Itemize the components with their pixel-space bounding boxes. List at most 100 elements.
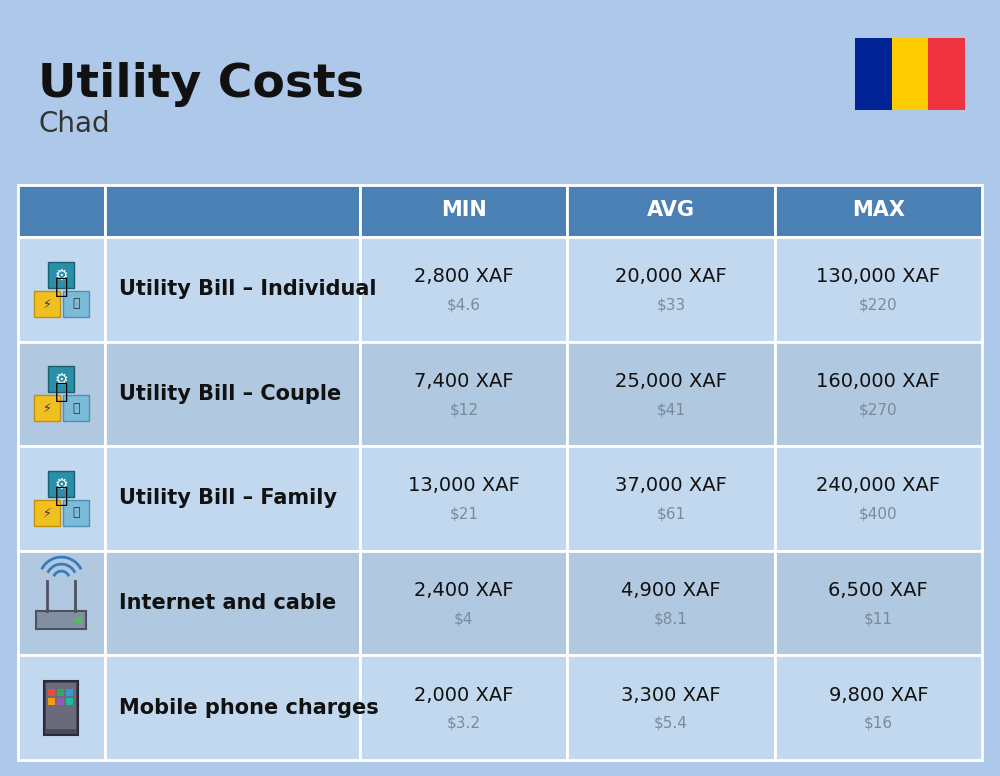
Bar bbox=[46, 683, 76, 729]
Bar bbox=[775, 446, 982, 551]
Bar bbox=[360, 341, 567, 446]
Text: 37,000 XAF: 37,000 XAF bbox=[615, 476, 727, 495]
Text: ⚙: ⚙ bbox=[55, 267, 68, 282]
Text: 💧: 💧 bbox=[72, 507, 80, 519]
Text: $4: $4 bbox=[454, 611, 474, 626]
Text: $21: $21 bbox=[449, 507, 478, 521]
Bar bbox=[44, 681, 78, 735]
Bar bbox=[48, 689, 55, 696]
Text: $16: $16 bbox=[864, 716, 893, 731]
Text: Mobile phone charges: Mobile phone charges bbox=[119, 698, 379, 718]
Text: 240,000 XAF: 240,000 XAF bbox=[816, 476, 940, 495]
Bar bbox=[36, 611, 86, 629]
Bar bbox=[567, 341, 775, 446]
Bar bbox=[18, 551, 105, 656]
Text: $220: $220 bbox=[859, 297, 898, 313]
Bar bbox=[66, 689, 73, 696]
Bar bbox=[567, 237, 775, 341]
Text: $33: $33 bbox=[656, 297, 686, 313]
Bar bbox=[360, 237, 567, 341]
Bar bbox=[928, 38, 965, 110]
Text: 2,800 XAF: 2,800 XAF bbox=[414, 267, 514, 286]
Bar bbox=[105, 446, 360, 551]
Text: $61: $61 bbox=[657, 507, 686, 521]
Text: 6,500 XAF: 6,500 XAF bbox=[828, 581, 928, 600]
Bar bbox=[18, 446, 105, 551]
Text: $5.4: $5.4 bbox=[654, 716, 688, 731]
Bar bbox=[18, 237, 105, 341]
Bar bbox=[360, 551, 567, 656]
Text: $400: $400 bbox=[859, 507, 898, 521]
Text: ⚡: ⚡ bbox=[43, 402, 51, 415]
Text: 9,800 XAF: 9,800 XAF bbox=[829, 686, 928, 705]
Bar bbox=[63, 500, 89, 526]
Bar bbox=[360, 656, 567, 760]
Text: 2,000 XAF: 2,000 XAF bbox=[414, 686, 514, 705]
Text: 💧: 💧 bbox=[72, 297, 80, 310]
Text: $8.1: $8.1 bbox=[654, 611, 688, 626]
Bar bbox=[18, 185, 105, 237]
Bar bbox=[775, 551, 982, 656]
Bar bbox=[892, 38, 928, 110]
Text: MIN: MIN bbox=[441, 200, 487, 220]
Bar bbox=[775, 237, 982, 341]
Text: 2,400 XAF: 2,400 XAF bbox=[414, 581, 514, 600]
Bar bbox=[63, 291, 89, 317]
Text: 13,000 XAF: 13,000 XAF bbox=[408, 476, 520, 495]
Bar bbox=[57, 698, 64, 705]
Text: Utility Costs: Utility Costs bbox=[38, 62, 364, 107]
Bar bbox=[57, 689, 64, 696]
Bar bbox=[66, 698, 73, 705]
Text: $270: $270 bbox=[859, 402, 898, 417]
Bar bbox=[360, 185, 567, 237]
Bar bbox=[775, 656, 982, 760]
Bar bbox=[105, 341, 360, 446]
Text: 🧑: 🧑 bbox=[55, 382, 68, 402]
Text: ⚙: ⚙ bbox=[55, 476, 68, 491]
Text: 25,000 XAF: 25,000 XAF bbox=[615, 372, 727, 391]
Text: 160,000 XAF: 160,000 XAF bbox=[816, 372, 940, 391]
Text: 130,000 XAF: 130,000 XAF bbox=[816, 267, 940, 286]
Bar bbox=[34, 500, 60, 526]
Text: 4,900 XAF: 4,900 XAF bbox=[621, 581, 721, 600]
Bar bbox=[48, 471, 74, 497]
Bar bbox=[105, 237, 360, 341]
Text: ⚡: ⚡ bbox=[43, 507, 51, 519]
Text: 🧑: 🧑 bbox=[55, 277, 68, 297]
Bar bbox=[567, 185, 775, 237]
Bar bbox=[105, 656, 360, 760]
Text: ⚡: ⚡ bbox=[43, 297, 51, 310]
Text: ⚙: ⚙ bbox=[55, 372, 68, 387]
Text: Chad: Chad bbox=[38, 110, 110, 138]
Bar bbox=[34, 291, 60, 317]
Text: 7,400 XAF: 7,400 XAF bbox=[414, 372, 514, 391]
Text: 3,300 XAF: 3,300 XAF bbox=[621, 686, 721, 705]
Text: Utility Bill – Couple: Utility Bill – Couple bbox=[119, 384, 341, 404]
Text: 20,000 XAF: 20,000 XAF bbox=[615, 267, 727, 286]
Text: Utility Bill – Family: Utility Bill – Family bbox=[119, 489, 337, 508]
Text: MAX: MAX bbox=[852, 200, 905, 220]
Bar bbox=[18, 341, 105, 446]
Bar bbox=[567, 551, 775, 656]
Text: 🧑: 🧑 bbox=[55, 487, 68, 507]
Text: Internet and cable: Internet and cable bbox=[119, 593, 336, 613]
Bar bbox=[775, 185, 982, 237]
Bar bbox=[105, 551, 360, 656]
Bar bbox=[105, 185, 360, 237]
Text: $3.2: $3.2 bbox=[447, 716, 481, 731]
Text: $41: $41 bbox=[657, 402, 686, 417]
Text: AVG: AVG bbox=[647, 200, 695, 220]
Bar bbox=[567, 656, 775, 760]
Bar bbox=[855, 38, 892, 110]
Text: $12: $12 bbox=[449, 402, 478, 417]
Text: 💧: 💧 bbox=[72, 402, 80, 415]
Bar bbox=[18, 656, 105, 760]
Bar bbox=[48, 262, 74, 288]
Bar bbox=[48, 698, 55, 705]
Text: $11: $11 bbox=[864, 611, 893, 626]
Bar bbox=[34, 396, 60, 421]
Bar bbox=[48, 366, 74, 393]
Text: $4.6: $4.6 bbox=[447, 297, 481, 313]
Bar bbox=[76, 617, 82, 623]
Bar bbox=[63, 396, 89, 421]
